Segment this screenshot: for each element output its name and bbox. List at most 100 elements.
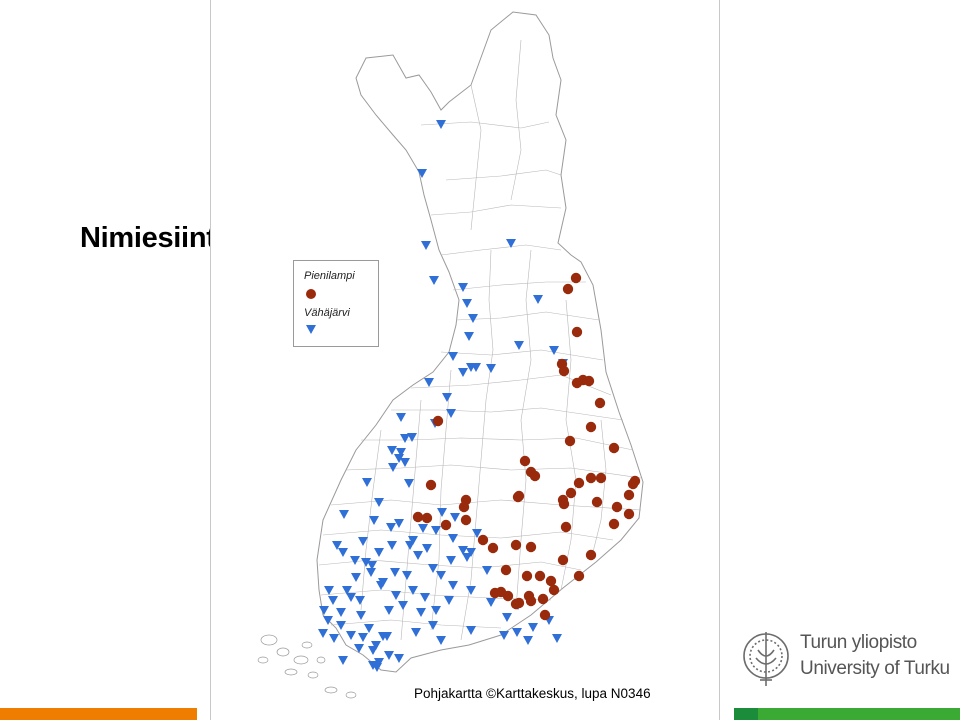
vahajarvi-marker <box>319 606 329 615</box>
vahajarvi-marker <box>552 634 562 643</box>
vahajarvi-marker <box>369 516 379 525</box>
vahajarvi-marker <box>468 314 478 323</box>
vahajarvi-marker <box>371 641 381 650</box>
vahajarvi-marker <box>372 663 382 672</box>
pienilampi-marker <box>591 496 603 508</box>
vahajarvi-marker <box>346 631 356 640</box>
vahajarvi-marker <box>358 537 368 546</box>
pienilampi-marker <box>571 377 583 389</box>
vahajarvi-marker <box>512 628 522 637</box>
vahajarvi-marker <box>421 241 431 250</box>
pienilampi-markers <box>412 272 641 621</box>
legend-label-vahajarvi: Vähäjärvi <box>304 307 350 319</box>
island <box>257 656 269 664</box>
vahajarvi-marker <box>404 479 414 488</box>
vahajarvi-marker <box>402 571 412 580</box>
vahajarvi-marker <box>420 593 430 602</box>
vahajarvi-marker <box>506 239 516 248</box>
pienilampi-marker <box>558 365 570 377</box>
pienilampi-marker <box>585 472 597 484</box>
pienilampi-marker <box>565 487 577 499</box>
pienilampi-marker <box>510 539 522 551</box>
municipality-border <box>440 244 562 256</box>
pienilampi-marker <box>564 435 576 447</box>
vahajarvi-marker <box>466 626 476 635</box>
vahajarvi-marker <box>400 458 410 467</box>
footer-bar-green-dark <box>734 708 758 720</box>
pienilampi-marker <box>562 283 574 295</box>
vahajarvi-marker <box>367 561 377 570</box>
municipality-border <box>515 249 532 611</box>
pienilampi-marker <box>537 593 549 605</box>
pienilampi-marker <box>502 590 514 602</box>
municipality-border <box>400 399 422 641</box>
vahajarvi-marker <box>364 624 374 633</box>
pienilampi-marker <box>560 521 572 533</box>
pienilampi-marker <box>458 501 470 513</box>
pienilampi-marker <box>571 326 583 338</box>
pienilampi-marker <box>521 570 533 582</box>
municipality-border <box>560 299 577 591</box>
vahajarvi-marker <box>436 571 446 580</box>
island <box>293 655 309 665</box>
vahajarvi-marker <box>350 556 360 565</box>
pienilampi-marker <box>539 609 551 621</box>
island <box>260 634 278 646</box>
pienilampi-marker <box>608 518 620 530</box>
vahajarvi-marker <box>384 606 394 615</box>
vahajarvi-marker <box>354 644 364 653</box>
vahajarvi-marker <box>436 636 446 645</box>
vahajarvi-marker <box>387 541 397 550</box>
vahajarvi-marker <box>429 276 439 285</box>
pienilampi-marker <box>573 477 585 489</box>
vahajarvi-marker <box>446 409 456 418</box>
vahajarvi-marker <box>328 596 338 605</box>
vahajarvi-marker <box>366 568 376 577</box>
vahajarvi-marker <box>361 558 371 567</box>
vahajarvi-marker <box>408 586 418 595</box>
vahajarvi-marker <box>374 498 384 507</box>
vahajarvi-marker <box>458 546 468 555</box>
island <box>301 641 313 649</box>
pienilampi-marker <box>594 397 606 409</box>
vahajarvi-marker <box>458 368 468 377</box>
vahajarvi-marker <box>378 578 388 587</box>
municipality-border <box>360 429 382 611</box>
pienilampi-marker <box>595 472 607 484</box>
vahajarvi-marker <box>486 364 496 373</box>
map-legend: Pienilampi Vähäjärvi <box>293 260 379 347</box>
vahajarvi-marker <box>351 573 361 582</box>
university-name-en: University of Turku <box>800 658 950 679</box>
vahajarvi-marker <box>329 634 339 643</box>
vahajarvi-marker <box>408 536 418 545</box>
pienilampi-marker <box>545 575 557 587</box>
vahajarvi-marker <box>502 613 512 622</box>
vahajarvi-marker <box>396 448 406 457</box>
vahajarvi-marker <box>336 621 346 630</box>
pienilampi-marker <box>519 455 531 467</box>
vahajarvi-marker <box>362 478 372 487</box>
municipality-border <box>590 419 607 561</box>
pienilampi-marker <box>487 542 499 554</box>
vahajarvi-marker <box>486 598 496 607</box>
pienilampi-marker <box>477 534 489 546</box>
finland-map <box>257 11 644 699</box>
vahajarvi-marker <box>533 295 543 304</box>
vahajarvi-marker <box>436 120 446 129</box>
municipality-border <box>430 204 562 216</box>
pienilampi-marker <box>432 415 444 427</box>
vahajarvi-marker <box>355 596 365 605</box>
municipality-border <box>455 311 600 321</box>
vahajarvi-marker <box>472 529 482 538</box>
pienilampi-marker <box>623 489 635 501</box>
vahajarvi-marker <box>444 596 454 605</box>
university-logo: Turun yliopisto University of Turku <box>740 628 950 694</box>
vahajarvi-marker <box>428 564 438 573</box>
municipality-border <box>318 559 582 571</box>
finland-outline <box>316 11 644 673</box>
vahajarvi-marker <box>336 608 346 617</box>
pienilampi-symbol <box>306 289 316 299</box>
vahajarvi-marker <box>342 586 352 595</box>
vahajarvi-marker <box>549 346 559 355</box>
vahajarvi-marker <box>448 352 458 361</box>
